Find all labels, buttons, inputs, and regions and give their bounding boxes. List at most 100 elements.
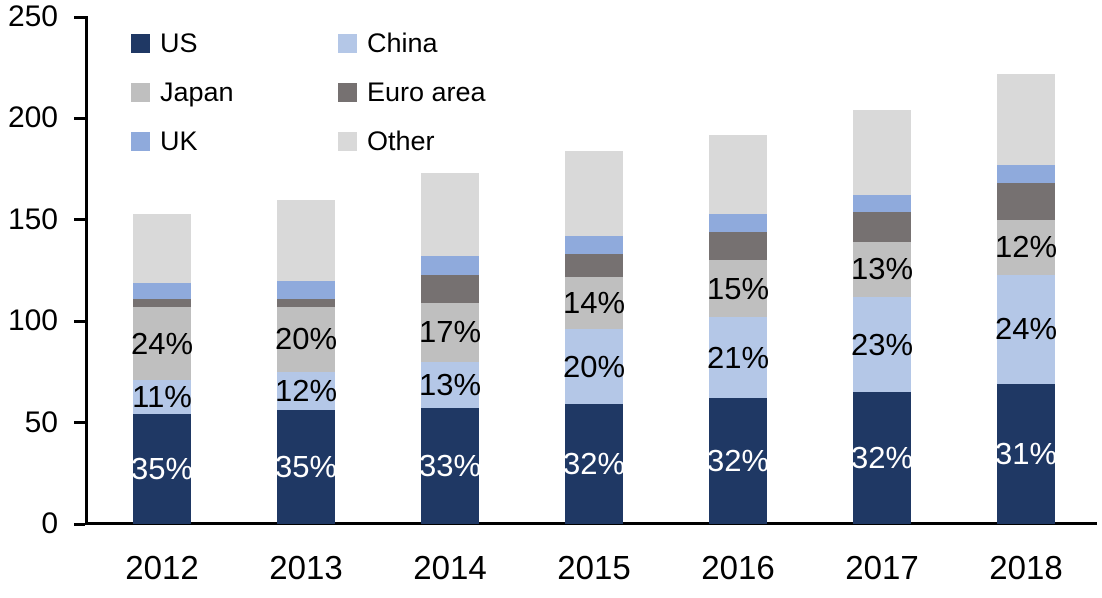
segment-percent-label: 12% — [994, 229, 1058, 265]
bar-segment-euro-area — [997, 183, 1055, 220]
y-tick-label: 150 — [7, 202, 58, 236]
bar-segment-uk — [277, 280, 335, 299]
bar-segment-other — [997, 73, 1055, 166]
y-tick-label: 250 — [7, 0, 58, 33]
segment-percent-label: 35% — [130, 451, 194, 487]
legend-item-japan: Japan — [131, 68, 338, 117]
bar-segment-japan — [277, 307, 335, 372]
segment-percent-label: 31% — [994, 436, 1058, 472]
legend-item-uk: UK — [131, 117, 338, 166]
bar-segment-uk — [997, 165, 1055, 184]
bar-segment-china — [565, 329, 623, 405]
bar-segment-us — [421, 408, 479, 524]
bar-segment-uk — [421, 256, 479, 275]
segment-percent-label: 32% — [850, 440, 914, 476]
bar-segment-china — [709, 317, 767, 399]
segment-percent-label: 17% — [418, 314, 482, 350]
x-tick-label: 2012 — [125, 549, 199, 586]
bar-segment-euro-area — [133, 298, 191, 307]
legend-item-euro-area: Euro area — [338, 68, 486, 117]
y-tick-mark — [74, 522, 85, 526]
bar-segment-uk — [709, 213, 767, 232]
bar-segment-japan — [133, 307, 191, 380]
legend: US China Japan Euro area UK Other — [131, 19, 486, 166]
legend-swatch-icon — [338, 132, 357, 151]
segment-percent-label: 20% — [274, 321, 338, 357]
segment-percent-label: 35% — [274, 449, 338, 485]
y-tick-mark — [74, 319, 85, 323]
y-axis-line — [85, 16, 88, 525]
bar-segment-china — [133, 380, 191, 415]
bar-segment-us — [565, 404, 623, 524]
bar-segment-other — [133, 213, 191, 283]
bar-segment-us — [133, 414, 191, 524]
segment-percent-label: 15% — [706, 270, 770, 306]
bar-segment-uk — [133, 282, 191, 299]
legend-label: Other — [367, 126, 435, 156]
legend-label: Euro area — [367, 77, 486, 107]
y-tick-mark — [74, 116, 85, 120]
legend-label: US — [160, 28, 198, 58]
legend-item-other: Other — [338, 117, 486, 166]
bar-segment-china — [997, 274, 1055, 385]
segment-percent-label: 32% — [706, 443, 770, 479]
bar-segment-euro-area — [421, 274, 479, 303]
legend-item-china: China — [338, 19, 486, 68]
legend-swatch-icon — [131, 34, 150, 53]
bar-segment-japan — [709, 260, 767, 318]
bar-segment-euro-area — [277, 298, 335, 307]
bar-segment-china — [277, 371, 335, 411]
legend-item-us: US — [131, 19, 338, 68]
segment-percent-label: 11% — [132, 379, 192, 415]
y-tick-label: 200 — [7, 101, 58, 135]
segment-percent-label: 24% — [130, 325, 194, 361]
bar-segment-uk — [565, 236, 623, 255]
segment-percent-label: 13% — [850, 251, 914, 287]
legend-swatch-icon — [338, 34, 357, 53]
y-tick-mark — [74, 421, 85, 425]
segment-percent-label: 33% — [418, 448, 482, 484]
bar-segment-japan — [853, 242, 911, 297]
legend-label: UK — [160, 126, 198, 156]
segment-percent-label: 24% — [994, 311, 1058, 347]
x-tick-label: 2016 — [701, 549, 775, 586]
legend-swatch-icon — [338, 83, 357, 102]
bar-segment-euro-area — [709, 231, 767, 261]
legend-swatch-icon — [131, 132, 150, 151]
segment-percent-label: 14% — [562, 284, 626, 320]
segment-percent-label: 12% — [274, 373, 338, 409]
bar-segment-other — [421, 173, 479, 257]
segment-percent-label: 13% — [418, 367, 482, 403]
bar-segment-us — [709, 398, 767, 524]
x-tick-label: 2014 — [413, 549, 487, 586]
bar-segment-uk — [853, 195, 911, 212]
bar-segment-other — [277, 199, 335, 281]
x-tick-label: 2017 — [845, 549, 919, 586]
y-tick-mark — [74, 15, 85, 19]
bar-segment-euro-area — [565, 254, 623, 277]
x-tick-label: 2018 — [989, 549, 1063, 586]
legend-label: Japan — [160, 77, 234, 107]
y-tick-label: 50 — [24, 405, 58, 439]
bar-segment-japan — [565, 276, 623, 330]
bar-segment-japan — [997, 219, 1055, 275]
y-tick-mark — [74, 218, 85, 222]
bar-segment-japan — [421, 302, 479, 362]
y-tick-label: 100 — [7, 304, 58, 338]
segment-percent-label: 21% — [706, 339, 770, 375]
bar-segment-other — [853, 110, 911, 196]
bar-segment-other — [565, 150, 623, 237]
bar-segment-us — [853, 392, 911, 524]
y-tick-label: 0 — [41, 507, 58, 540]
bar-segment-china — [421, 361, 479, 409]
segment-percent-label: 20% — [562, 348, 626, 384]
legend-swatch-icon — [131, 83, 150, 102]
bar-segment-us — [997, 384, 1055, 524]
bar-segment-us — [277, 410, 335, 524]
segment-percent-label: 23% — [850, 326, 914, 362]
legend-label: China — [367, 28, 438, 58]
bar-segment-china — [853, 296, 911, 393]
bar-segment-other — [709, 134, 767, 214]
x-tick-label: 2015 — [557, 549, 631, 586]
